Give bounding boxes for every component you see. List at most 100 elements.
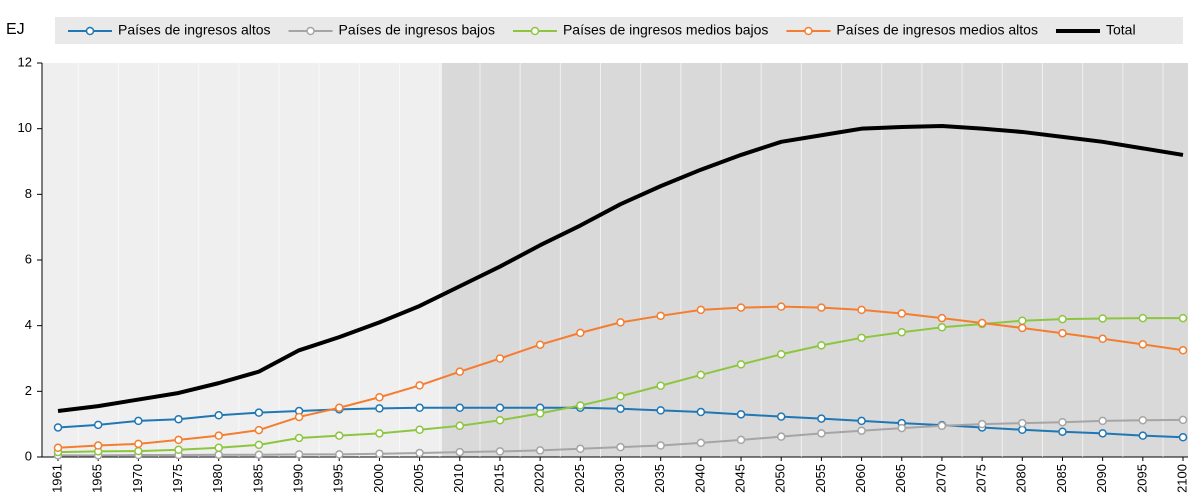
data-point [817,303,826,312]
data-point [656,441,665,450]
data-point [174,445,183,455]
data-point [535,446,545,455]
data-point [977,318,987,328]
data-point [1018,418,1027,428]
legend-marker [85,26,95,36]
series-line [57,124,1184,414]
legend-label: Total [1106,22,1136,38]
x-tick-label: 1995 [331,464,346,493]
data-point [1018,323,1027,333]
data-point [1138,415,1148,425]
legend-marker [306,26,315,36]
historical-background [42,63,442,457]
data-point [1178,415,1188,425]
x-tick-label: 2065 [893,464,908,493]
x-tick-label: 2095 [1134,464,1149,493]
x-tick-label: 2070 [933,464,948,493]
y-tick-label: 6 [25,251,32,266]
x-tick-label: 2100 [1174,464,1189,493]
data-point [937,323,947,332]
data-point [53,423,63,432]
x-tick-label: 2040 [692,464,707,493]
legend: Países de ingresos altos Países de ingres… [55,17,1183,44]
data-point [696,407,706,417]
data-point [415,403,424,412]
data-point [1058,427,1067,436]
data-point [1178,313,1188,323]
data-point [1098,429,1107,438]
data-point [857,305,866,315]
y-tick-label: 2 [25,383,32,398]
x-tick-label: 2055 [813,464,828,493]
data-point [937,421,947,431]
data-point [294,433,304,443]
data-point [977,419,987,429]
y-tick-label: 4 [25,317,32,332]
data-point [254,440,264,450]
data-point [857,333,866,343]
data-point [736,303,746,312]
data-point [656,311,665,321]
data-point [776,412,786,421]
legend-label: Países de ingresos medios bajos [563,22,768,38]
data-point [1098,334,1107,344]
data-point [1098,314,1107,323]
data-point [616,318,625,327]
x-tick-label: 1975 [170,464,185,493]
data-point [375,404,384,413]
data-point [415,448,424,458]
data-point [375,449,384,458]
x-tick-label: 1985 [250,464,265,493]
y-tick-label: 0 [25,448,32,463]
data-point [776,349,786,359]
data-point [535,409,545,418]
y-axis-label: EJ [6,21,25,38]
data-point [576,444,585,454]
data-point [495,415,505,425]
data-point [535,340,545,349]
data-point [455,421,465,431]
data-point [656,406,665,415]
data-point [93,420,103,430]
data-point [857,426,866,435]
data-point [1138,340,1148,349]
data-point [897,423,906,433]
data-point [294,450,304,459]
x-tick-label: 2080 [1014,464,1029,493]
data-point [214,411,223,420]
y-tick-label: 10 [18,120,32,135]
data-point [616,404,625,413]
data-point [134,439,143,449]
data-point [335,450,344,459]
data-point [254,450,264,459]
data-point [857,416,866,426]
x-tick-label: 2085 [1054,464,1069,493]
x-tick-label: 1970 [130,464,145,493]
data-point [576,328,585,338]
data-point [134,446,143,456]
data-point [214,443,223,453]
data-point [495,447,505,456]
x-tick-label: 1990 [291,464,306,493]
data-point [616,442,625,452]
x-tick-label: 2010 [451,464,466,493]
data-point [776,302,786,311]
data-point [696,438,706,448]
data-point [214,450,223,459]
data-point [495,403,505,412]
data-point [254,425,264,435]
data-point [174,435,183,445]
data-point [616,392,625,401]
data-point [817,341,826,350]
x-tick-label: 2045 [732,464,747,493]
data-point [576,401,585,410]
data-point [335,431,344,440]
data-point [817,429,826,438]
data-point [897,309,906,318]
x-tick-label: 2020 [532,464,547,493]
y-tick-label: 8 [25,186,32,201]
data-point [375,429,384,438]
x-tick-label: 2060 [853,464,868,493]
data-point [817,414,826,423]
